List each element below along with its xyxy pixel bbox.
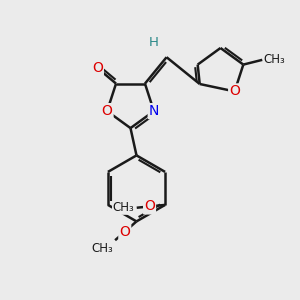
Text: O: O (92, 61, 103, 75)
Text: H: H (149, 36, 159, 49)
Text: O: O (119, 225, 130, 239)
Text: CH₃: CH₃ (92, 242, 114, 255)
Text: N: N (149, 104, 159, 118)
Text: O: O (144, 200, 155, 214)
Text: CH₃: CH₃ (112, 201, 134, 214)
Text: CH₃: CH₃ (264, 53, 286, 66)
Text: O: O (102, 104, 112, 118)
Text: O: O (229, 84, 240, 98)
